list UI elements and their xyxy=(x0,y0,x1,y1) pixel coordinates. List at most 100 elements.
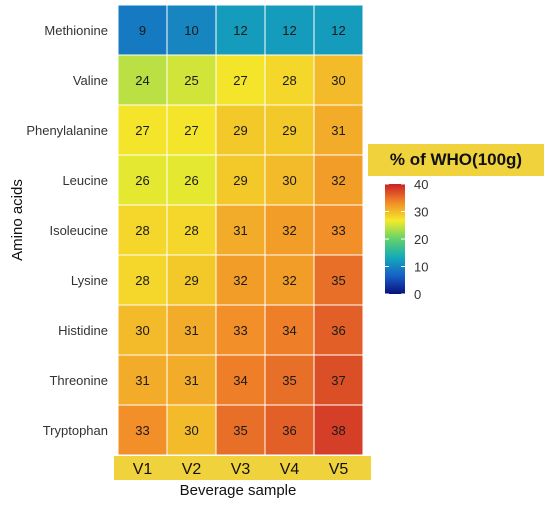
heatmap-cell xyxy=(117,304,168,356)
cell-value-label: 30 xyxy=(331,73,345,88)
cell-value-label: 28 xyxy=(184,223,198,238)
heatmap-cell xyxy=(166,404,217,456)
colorbar-tick-label: 20 xyxy=(414,232,428,247)
heatmap-cell xyxy=(215,404,266,456)
colorbar: 0 10 20 30 40 xyxy=(385,177,428,302)
heatmap-cell xyxy=(313,154,364,206)
cell-value-label: 27 xyxy=(135,123,149,138)
column-label: V5 xyxy=(329,461,349,478)
cell-value-label: 27 xyxy=(184,123,198,138)
cell-value-label: 33 xyxy=(233,323,247,338)
heatmap-cell xyxy=(117,54,168,106)
heatmap-cell xyxy=(264,104,315,156)
cell-value-label: 31 xyxy=(184,323,198,338)
cell-value-label: 28 xyxy=(282,73,296,88)
colorbar-tick-label: 0 xyxy=(414,287,421,302)
cell-value-label: 32 xyxy=(331,173,345,188)
x-axis-label: Beverage sample xyxy=(179,482,297,499)
cell-value-label: 38 xyxy=(331,423,345,438)
row-labels: Methionine Valine Phenylalanine Leucine Isol… xyxy=(26,23,108,438)
column-label: V1 xyxy=(133,461,153,478)
heatmap-cell xyxy=(166,4,217,56)
cell-value-label: 26 xyxy=(184,173,198,188)
cell-value-label: 29 xyxy=(233,173,247,188)
colorbar-tick-label: 40 xyxy=(414,177,428,192)
heatmap-cell xyxy=(313,354,364,406)
row-label: Threonine xyxy=(49,373,108,388)
cell-value-label: 32 xyxy=(233,273,247,288)
cell-value-label: 36 xyxy=(282,423,296,438)
cell-value-label: 31 xyxy=(233,223,247,238)
cell-value-label: 9 xyxy=(139,23,146,38)
row-label: Lysine xyxy=(71,273,108,288)
cell-value-label: 36 xyxy=(331,323,345,338)
cell-value-label: 26 xyxy=(135,173,149,188)
colorbar-tick-label: 30 xyxy=(414,205,428,220)
heatmap-cell xyxy=(264,254,315,306)
heatmap-cell xyxy=(313,254,364,306)
cell-value-label: 12 xyxy=(331,23,345,38)
column-label: V4 xyxy=(280,461,300,478)
heatmap-cell xyxy=(313,404,364,456)
cell-value-label: 29 xyxy=(233,123,247,138)
row-label: Phenylalanine xyxy=(26,123,108,138)
svg-text:Amino acids: Amino acids xyxy=(9,179,26,261)
cell-value-label: 35 xyxy=(331,273,345,288)
heatmap-cell xyxy=(264,154,315,206)
heatmap-cell xyxy=(166,104,217,156)
cell-value-label: 30 xyxy=(282,173,296,188)
cell-value-label: 35 xyxy=(282,373,296,388)
cell-value-label: 24 xyxy=(135,73,149,88)
cell-value-label: 28 xyxy=(135,223,149,238)
heatmap-cell xyxy=(117,4,168,56)
cell-value-label: 32 xyxy=(282,223,296,238)
heatmap-cell xyxy=(215,254,266,306)
heatmap-cell xyxy=(264,354,315,406)
colorbar-gradient xyxy=(385,184,405,294)
row-label: Histidine xyxy=(58,323,108,338)
heatmap-cell xyxy=(215,54,266,106)
cell-value-label: 29 xyxy=(184,273,198,288)
cell-value-label: 12 xyxy=(233,23,247,38)
cell-value-label: 25 xyxy=(184,73,198,88)
heatmap-cell xyxy=(313,54,364,106)
row-label: Valine xyxy=(73,73,108,88)
heatmap-cell xyxy=(166,204,217,256)
row-label: Isoleucine xyxy=(49,223,108,238)
cell-value-label: 10 xyxy=(184,23,198,38)
row-label: Tryptophan xyxy=(43,423,108,438)
cell-value-label: 34 xyxy=(233,373,247,388)
heatmap-cell xyxy=(166,254,217,306)
cell-value-label: 31 xyxy=(331,123,345,138)
column-label: V3 xyxy=(231,461,251,478)
cell-value-label: 33 xyxy=(135,423,149,438)
cell-value-label: 33 xyxy=(331,223,345,238)
cell-value-label: 29 xyxy=(282,123,296,138)
heatmap-cell xyxy=(117,154,168,206)
heatmap-cell xyxy=(117,404,168,456)
heatmap-cells: 9 10 12 12 12 24 25 27 28 30 27 27 29 29 31 26 26 29 30 32 2… xyxy=(117,4,364,456)
row-label: Methionine xyxy=(44,23,108,38)
heatmap-cell xyxy=(215,154,266,206)
colorbar-tick-label: 10 xyxy=(414,260,428,275)
cell-value-label: 28 xyxy=(135,273,149,288)
cell-value-label: 30 xyxy=(184,423,198,438)
row-label: Leucine xyxy=(62,173,108,188)
cell-value-label: 30 xyxy=(135,323,149,338)
cell-value-label: 27 xyxy=(233,73,247,88)
legend-title: % of WHO(100g) xyxy=(368,144,544,176)
cell-value-label: 35 xyxy=(233,423,247,438)
cell-value-label: 31 xyxy=(135,373,149,388)
heatmap-cell xyxy=(117,354,168,406)
y-axis-label: Amino acids xyxy=(9,179,26,261)
cell-value-label: 37 xyxy=(331,373,345,388)
column-labels: V1 V2 V3 V4 V5 xyxy=(133,461,349,478)
heatmap-cell xyxy=(215,4,266,56)
column-label: V2 xyxy=(182,461,202,478)
cell-value-label: 12 xyxy=(282,23,296,38)
column-header-band xyxy=(114,456,371,480)
heatmap-cell xyxy=(117,204,168,256)
cell-value-label: 32 xyxy=(282,273,296,288)
heatmap-cell xyxy=(166,154,217,206)
